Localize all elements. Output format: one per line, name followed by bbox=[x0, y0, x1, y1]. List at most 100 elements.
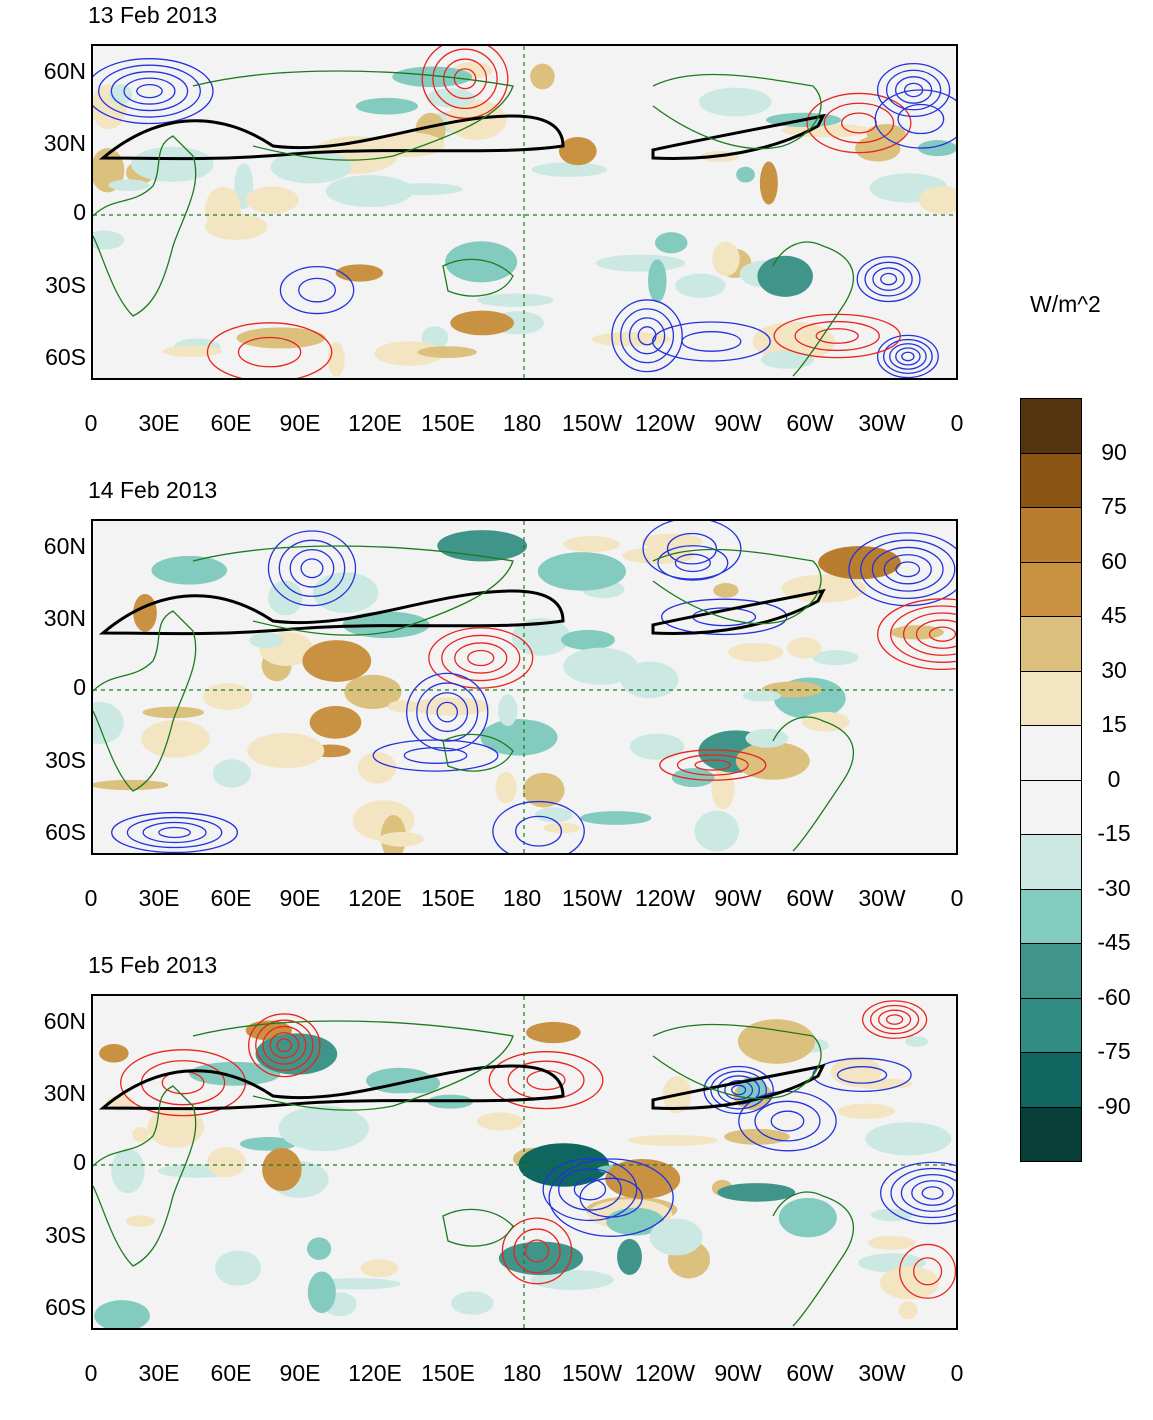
colorbar-tick-label: -75 bbox=[1097, 1038, 1131, 1064]
positive-anomaly-area bbox=[866, 123, 906, 144]
positive-contour bbox=[694, 759, 732, 771]
colorbar-swatch bbox=[1020, 834, 1082, 890]
colorbar-tick-label: 90 bbox=[1101, 438, 1127, 465]
positive-contour bbox=[913, 1257, 943, 1286]
negative-contour bbox=[883, 554, 932, 585]
colorbar-swatch bbox=[1020, 616, 1082, 672]
longitude-label: 0 bbox=[84, 885, 98, 911]
colorbar-tick-label: 0 bbox=[1107, 765, 1121, 792]
negative-anomaly-area bbox=[518, 1143, 609, 1187]
positive-contour bbox=[501, 1217, 573, 1285]
positive-anomaly-area bbox=[162, 345, 223, 357]
longitude-label: 0 bbox=[950, 1360, 964, 1386]
negative-contour bbox=[895, 561, 921, 578]
positive-anomaly-area bbox=[898, 1300, 918, 1320]
negative-anomaly-area bbox=[278, 1105, 369, 1152]
positive-anomaly-area bbox=[99, 1044, 129, 1063]
longitude-label: 30W bbox=[858, 885, 906, 911]
negative-anomaly-area bbox=[355, 97, 418, 115]
positive-contour bbox=[806, 92, 912, 154]
longitude-label: 120W bbox=[634, 410, 696, 436]
latitude-label: 60N bbox=[43, 58, 86, 84]
positive-anomaly-area bbox=[880, 1265, 939, 1300]
positive-contour bbox=[467, 649, 495, 667]
negative-anomaly-area bbox=[563, 647, 638, 685]
colorbar-tick-label: 45 bbox=[1101, 602, 1127, 628]
positive-anomaly-area bbox=[125, 1215, 155, 1227]
negative-anomaly-area bbox=[498, 1241, 584, 1276]
negative-anomaly-area bbox=[865, 1122, 952, 1156]
negative-contour bbox=[894, 76, 933, 104]
positive-contour bbox=[421, 46, 509, 119]
longitude-label: 60W bbox=[786, 885, 834, 911]
negative-contour bbox=[403, 747, 468, 764]
negative-contour bbox=[836, 1066, 888, 1084]
positive-anomaly-area bbox=[918, 186, 956, 215]
colorbar-swatch bbox=[1020, 398, 1082, 454]
positive-anomaly-area bbox=[133, 593, 157, 632]
coastline-australia bbox=[442, 258, 514, 297]
negative-anomaly-area bbox=[761, 350, 815, 369]
negative-anomaly-area bbox=[511, 617, 571, 656]
colorbar-swatch bbox=[1020, 779, 1082, 835]
negative-anomaly-area bbox=[595, 254, 686, 272]
negative-contour bbox=[142, 821, 207, 844]
negative-contour bbox=[657, 545, 729, 581]
positive-contour bbox=[794, 320, 880, 352]
positive-contour bbox=[815, 328, 859, 344]
negative-contour bbox=[158, 826, 191, 839]
negative-contour bbox=[681, 331, 742, 352]
positive-anomaly-area bbox=[302, 640, 372, 682]
positive-contour bbox=[885, 1014, 904, 1025]
negative-anomaly-area bbox=[307, 1271, 336, 1314]
map-plot bbox=[93, 521, 956, 853]
longitude-label: 180 bbox=[502, 410, 542, 436]
negative-contour bbox=[890, 1167, 956, 1219]
negative-contour bbox=[279, 266, 355, 315]
positive-anomaly-area bbox=[360, 1259, 399, 1278]
positive-anomaly-area bbox=[132, 1126, 149, 1142]
longitude-label: 90W bbox=[714, 885, 762, 911]
longitude-label: 90W bbox=[714, 410, 762, 436]
colorbar-tick-label: 15 bbox=[1101, 711, 1127, 737]
negative-contour bbox=[754, 1100, 821, 1142]
colorbar-tick-label: 75 bbox=[1101, 493, 1127, 519]
colorbar-tick-label: 30 bbox=[1101, 656, 1127, 683]
negative-contour bbox=[542, 1157, 638, 1222]
colorbar-tick-label: 60 bbox=[1101, 547, 1127, 574]
positive-contour bbox=[513, 1228, 561, 1274]
longitude-label: 90W bbox=[714, 1360, 762, 1386]
positive-anomaly-area bbox=[450, 310, 515, 336]
positive-contour bbox=[432, 48, 498, 110]
positive-contour bbox=[877, 598, 956, 670]
negative-anomaly-area bbox=[649, 1218, 703, 1256]
negative-contour bbox=[652, 321, 771, 362]
colorbar-tick-label: -90 bbox=[1097, 1092, 1131, 1119]
negative-anomaly-area bbox=[325, 175, 414, 208]
longitude-label: 90E bbox=[279, 1360, 321, 1386]
longitude-label: 0 bbox=[84, 410, 98, 436]
negative-anomaly-area bbox=[531, 162, 607, 177]
negative-contour bbox=[628, 317, 666, 355]
negative-contour bbox=[874, 89, 956, 149]
longitude-label: 60W bbox=[786, 1360, 834, 1386]
negative-contour bbox=[426, 692, 469, 733]
negative-anomaly-area bbox=[694, 810, 740, 852]
negative-contour bbox=[897, 103, 945, 135]
latitude-label: 30S bbox=[45, 747, 86, 773]
negative-anomaly-area bbox=[94, 1300, 150, 1328]
negative-anomaly-area bbox=[480, 719, 558, 756]
colorbar-swatch bbox=[1020, 1052, 1082, 1108]
colorbar-swatch bbox=[1020, 561, 1082, 617]
positive-contour bbox=[269, 1032, 300, 1059]
negative-anomaly-area bbox=[537, 552, 627, 591]
negative-contour bbox=[620, 308, 675, 364]
negative-contour bbox=[642, 521, 742, 580]
negative-contour bbox=[278, 539, 346, 597]
positive-anomaly-area bbox=[522, 772, 565, 808]
colorbar-tick-label: -60 bbox=[1097, 983, 1131, 1010]
negative-anomaly-area bbox=[212, 759, 252, 788]
negative-contour bbox=[880, 1161, 956, 1225]
positive-contour bbox=[428, 627, 534, 689]
longitude-label: 180 bbox=[502, 1360, 542, 1386]
